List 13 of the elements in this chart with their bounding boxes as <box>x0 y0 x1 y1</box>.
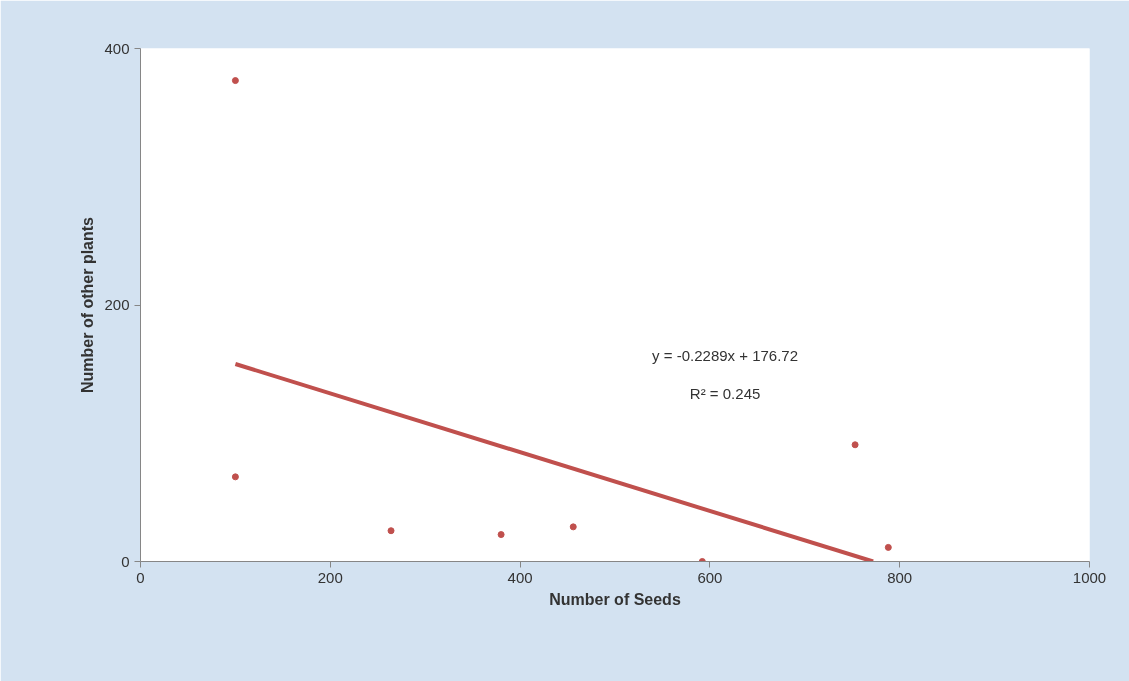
x-tick-label: 800 <box>887 568 913 586</box>
x-tick-label: 0 <box>136 568 145 586</box>
y-axis-title: Number of other plants <box>79 216 97 393</box>
y-tick-label: 0 <box>121 552 130 570</box>
x-tick-label: 200 <box>317 568 343 586</box>
x-tick-label: 400 <box>507 568 533 586</box>
annotation: y = -0.2289x + 176.72 <box>652 346 799 364</box>
x-tick-label: 600 <box>697 568 723 586</box>
x-axis-title: Number of Seeds <box>549 590 681 608</box>
y-tick-label: 400 <box>104 39 130 57</box>
x-tick-label: 1000 <box>1072 568 1107 586</box>
annotation: R² = 0.245 <box>689 385 761 403</box>
y-tick-label: 200 <box>104 296 130 313</box>
